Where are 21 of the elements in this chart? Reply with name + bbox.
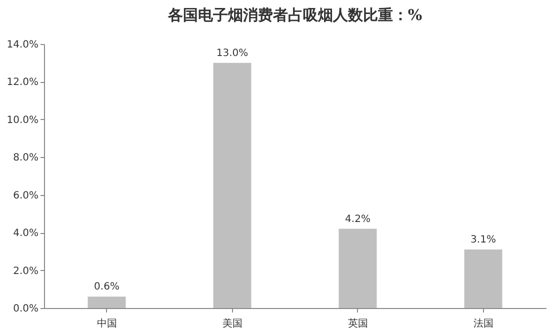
- x-tick-label: 法国: [473, 318, 494, 330]
- data-label: 4.2%: [345, 214, 370, 225]
- bar: [464, 250, 502, 308]
- data-label: 0.6%: [94, 282, 120, 293]
- y-tick-label: 10.0%: [6, 114, 38, 126]
- y-tick-label: 14.0%: [6, 40, 38, 50]
- data-label: 3.1%: [470, 234, 496, 246]
- bar: [213, 62, 252, 308]
- y-tick-label: 8.0%: [13, 152, 38, 164]
- chart-title: 各国电子烟消费者占吸烟人数比重：%: [166, 6, 422, 24]
- y-tick-label: 4.0%: [13, 228, 38, 240]
- y-tick-label: 2.0%: [13, 266, 38, 277]
- y-tick-label: 6.0%: [13, 190, 38, 202]
- x-tick-label: 美国: [222, 318, 242, 330]
- bar: [338, 228, 377, 308]
- x-tick-label: 中国: [96, 318, 117, 330]
- y-tick-label: 12.0%: [6, 77, 38, 88]
- x-tick-label: 英国: [348, 318, 368, 330]
- y-tick-label: 0.0%: [13, 304, 38, 314]
- bar: [88, 296, 126, 308]
- data-label: 13.0%: [216, 48, 248, 59]
